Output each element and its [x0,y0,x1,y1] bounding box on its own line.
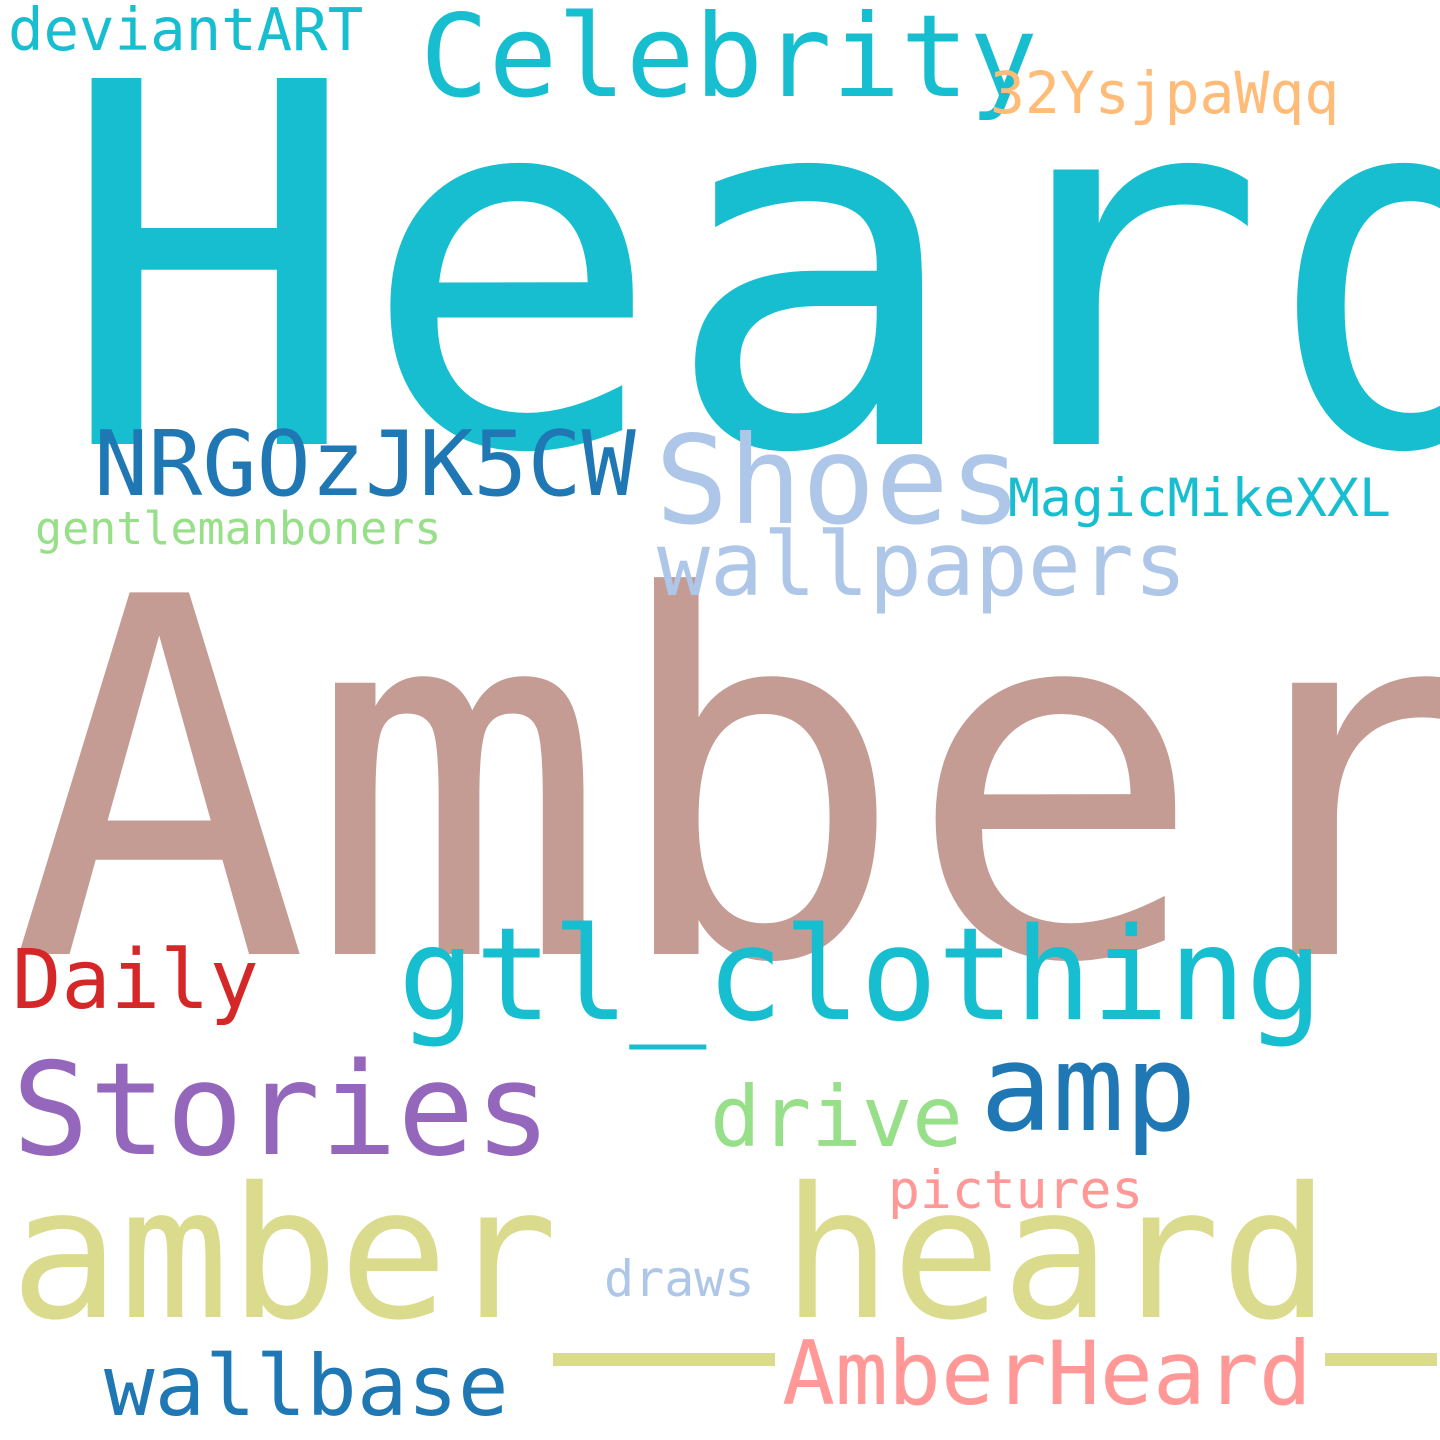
word-deviantart: deviantART [8,0,364,64]
word-daily: Daily [12,933,259,1028]
word-draws: draws [604,1250,755,1308]
word-heard-large: Heard [58,0,1440,563]
word-stories: Stories [12,1036,552,1185]
word-amber-large: Amber [10,494,1440,1071]
word-wallpapers: wallpapers [657,513,1187,616]
word-gtl-clothing: gtl_clothing [398,901,1323,1050]
word-amp: amp [980,1020,1197,1159]
word-heard-lower: heard [782,1148,1330,1360]
word-magicmikexxl: MagicMikeXXL [1008,468,1391,529]
word-amber-lower: amber [10,1148,558,1360]
word-pictures: pictures [888,1160,1144,1221]
word-celebrity: Celebrity [420,0,1038,123]
dash-mark-right [1325,1353,1437,1366]
dash-mark-left [553,1353,775,1366]
word-gentlemanboners: gentlemanboners [35,502,442,555]
word-wallbase: wallbase [104,1337,509,1435]
word-drive: drive [710,1068,963,1166]
word-nrgozjk5cw: NRGOzJK5CW [94,412,636,517]
word-32ysjpawqq: 32YsjpaWqq [990,59,1340,127]
word-amberheard: AmberHeard [782,1322,1312,1425]
word-shoes: Shoes [655,410,1023,552]
